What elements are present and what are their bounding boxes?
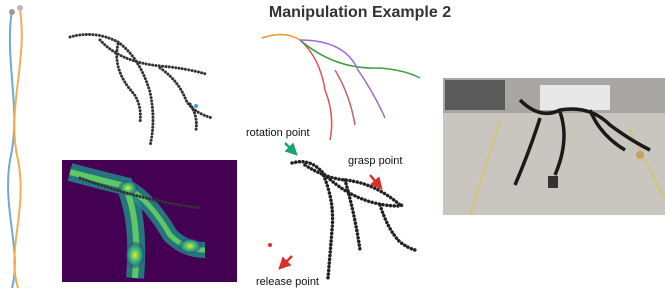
wire-graph-top	[70, 34, 212, 146]
figure: Manipulation Example 2 rotat	[0, 0, 665, 288]
colored-wires	[262, 34, 420, 140]
annotation: grasp point	[348, 155, 402, 167]
title: Manipulation Example 2	[269, 4, 451, 21]
arrow	[280, 256, 292, 268]
annotation: release point	[256, 276, 319, 288]
annotation: rotation point	[246, 127, 310, 139]
decor-ropes	[8, 5, 23, 288]
wire-graph-bottom	[268, 162, 415, 278]
arrow	[285, 143, 296, 154]
heatmap	[62, 160, 237, 282]
photo	[443, 78, 665, 215]
